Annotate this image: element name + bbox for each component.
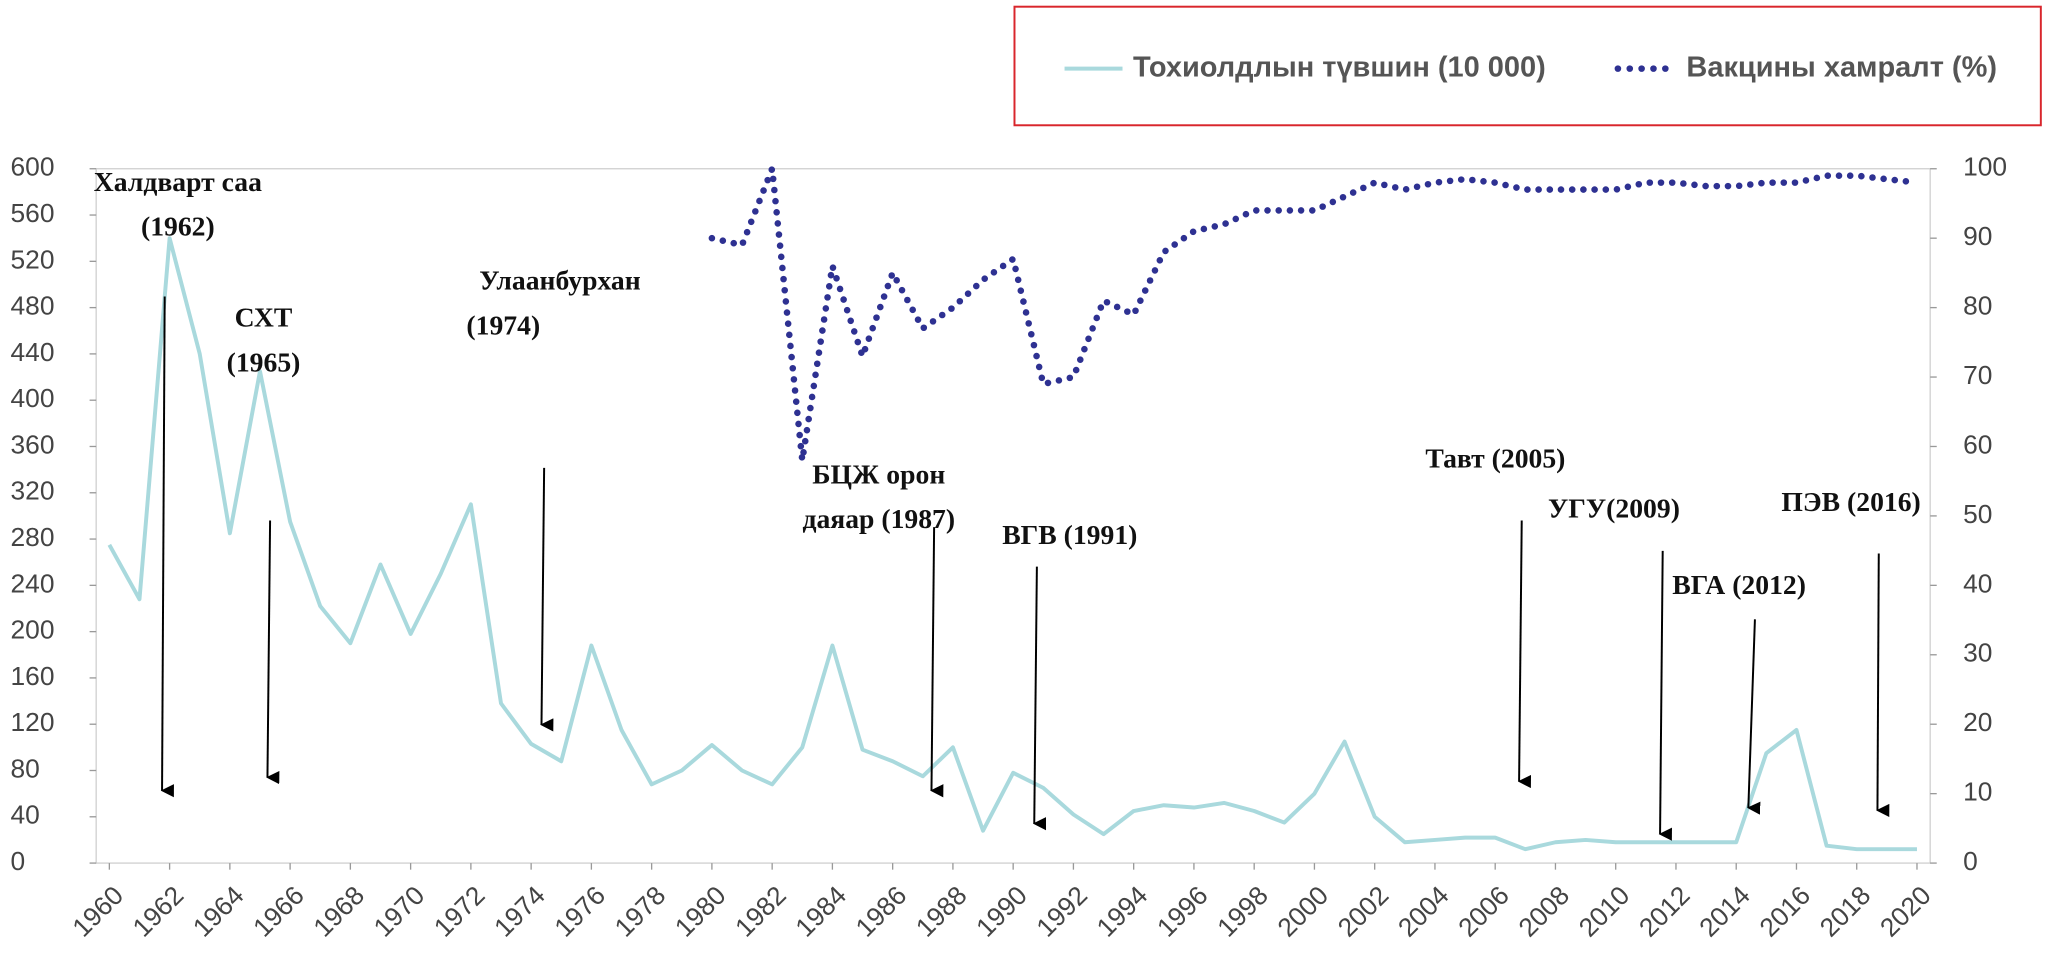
y2-tick-label: 40 xyxy=(1963,568,1992,598)
x-tick-label: 1976 xyxy=(548,880,611,943)
y-tick-label: 0 xyxy=(11,846,26,876)
annotation-arrow xyxy=(540,467,554,732)
x-tick-label: 1996 xyxy=(1151,880,1214,943)
y-tick-label: 40 xyxy=(11,800,40,830)
y2-tick-label: 20 xyxy=(1963,707,1992,737)
legend-label: Вакцины хамралт (%) xyxy=(1686,51,1997,83)
y2-tick-label: 30 xyxy=(1963,638,1992,668)
x-tick-label: 1980 xyxy=(669,880,732,943)
y2-tick-label: 80 xyxy=(1963,291,1992,321)
annotation: Тавт (2005) xyxy=(1425,443,1565,474)
x-tick-label: 1982 xyxy=(729,880,792,943)
annotation: Халдварт саа xyxy=(94,166,262,197)
annotation: Улаанбурхан xyxy=(479,265,641,296)
x-tick-label: 1964 xyxy=(187,880,250,943)
y-tick-label: 320 xyxy=(11,476,55,506)
annotation-arrow xyxy=(1747,619,1761,815)
series-line xyxy=(107,236,1917,852)
y-tick-label: 80 xyxy=(11,753,40,783)
x-tick-label: 2006 xyxy=(1452,880,1515,943)
x-tick-label: 2018 xyxy=(1814,880,1877,943)
annotation: ВГВ (1991) xyxy=(1002,519,1137,550)
x-tick-label: 2008 xyxy=(1512,880,1575,943)
x-tick-label: 2014 xyxy=(1693,880,1756,943)
x-tick-label: 1994 xyxy=(1091,880,1154,943)
x-tick-label: 2000 xyxy=(1271,880,1334,943)
annotation: УГУ(2009) xyxy=(1548,493,1680,524)
x-tick-label: 1990 xyxy=(970,880,1033,943)
y-tick-label: 520 xyxy=(11,244,55,274)
y2-tick-label: 70 xyxy=(1963,360,1992,390)
y2-tick-label: 100 xyxy=(1963,152,2007,182)
x-tick-label: 1972 xyxy=(428,880,491,943)
y-tick-label: 200 xyxy=(11,615,55,645)
x-tick-label: 2020 xyxy=(1874,880,1937,943)
annotation-arrow xyxy=(1032,566,1047,831)
y-tick-label: 280 xyxy=(11,522,55,552)
annotation: даяар (1987) xyxy=(802,503,955,534)
x-tick-label: 2010 xyxy=(1573,880,1636,943)
x-tick-label: 1986 xyxy=(850,880,913,943)
y-tick-label: 480 xyxy=(11,291,55,321)
y-tick-label: 400 xyxy=(11,383,55,413)
x-tick-label: 1968 xyxy=(307,880,370,943)
annotation-arrow xyxy=(160,296,174,798)
x-tick-label: 2016 xyxy=(1754,880,1817,943)
y-tick-label: 160 xyxy=(11,661,55,691)
x-tick-label: 1998 xyxy=(1211,880,1274,943)
x-tick-label: 2004 xyxy=(1392,880,1455,943)
annotation-arrow xyxy=(1876,553,1890,818)
y2-tick-label: 60 xyxy=(1963,429,1992,459)
x-tick-label: 2002 xyxy=(1332,880,1395,943)
annotation-arrow xyxy=(930,527,944,798)
y-tick-label: 560 xyxy=(11,198,55,228)
y2-tick-label: 50 xyxy=(1963,499,1992,529)
y2-tick-label: 90 xyxy=(1963,221,1992,251)
x-tick-label: 1978 xyxy=(609,880,672,943)
legend-label: Тохиолдлын түвшин (10 000) xyxy=(1133,51,1546,83)
annotation-arrow xyxy=(1517,520,1532,789)
annotation: БЦЖ орон xyxy=(812,458,945,489)
y2-tick-label: 10 xyxy=(1963,777,1992,807)
y2-tick-label: 0 xyxy=(1963,846,1978,876)
x-tick-label: 1962 xyxy=(127,880,190,943)
y-tick-label: 440 xyxy=(11,337,55,367)
annotation-arrow xyxy=(1658,550,1672,841)
series-line xyxy=(708,165,1921,464)
x-tick-label: 1984 xyxy=(789,880,852,943)
x-tick-label: 2012 xyxy=(1633,880,1696,943)
annotation: (1965) xyxy=(227,346,301,377)
x-tick-label: 1960 xyxy=(66,880,129,943)
y-tick-label: 360 xyxy=(11,429,55,459)
x-tick-label: 1974 xyxy=(488,880,551,943)
annotation: (1974) xyxy=(466,310,540,341)
legend-box xyxy=(1013,5,2042,127)
y-tick-label: 600 xyxy=(11,152,55,182)
x-tick-label: 1970 xyxy=(368,880,431,943)
annotation: (1962) xyxy=(141,211,215,242)
y-tick-label: 120 xyxy=(11,707,55,737)
annotation: ВГА (2012) xyxy=(1672,569,1806,600)
x-tick-label: 1992 xyxy=(1030,880,1093,943)
x-tick-label: 1988 xyxy=(910,880,973,943)
annotation-arrow xyxy=(266,520,280,785)
y-tick-label: 240 xyxy=(11,568,55,598)
x-tick-label: 1966 xyxy=(247,880,310,943)
annotation: ПЭВ (2016) xyxy=(1781,486,1920,517)
annotation: СХТ xyxy=(235,302,293,333)
